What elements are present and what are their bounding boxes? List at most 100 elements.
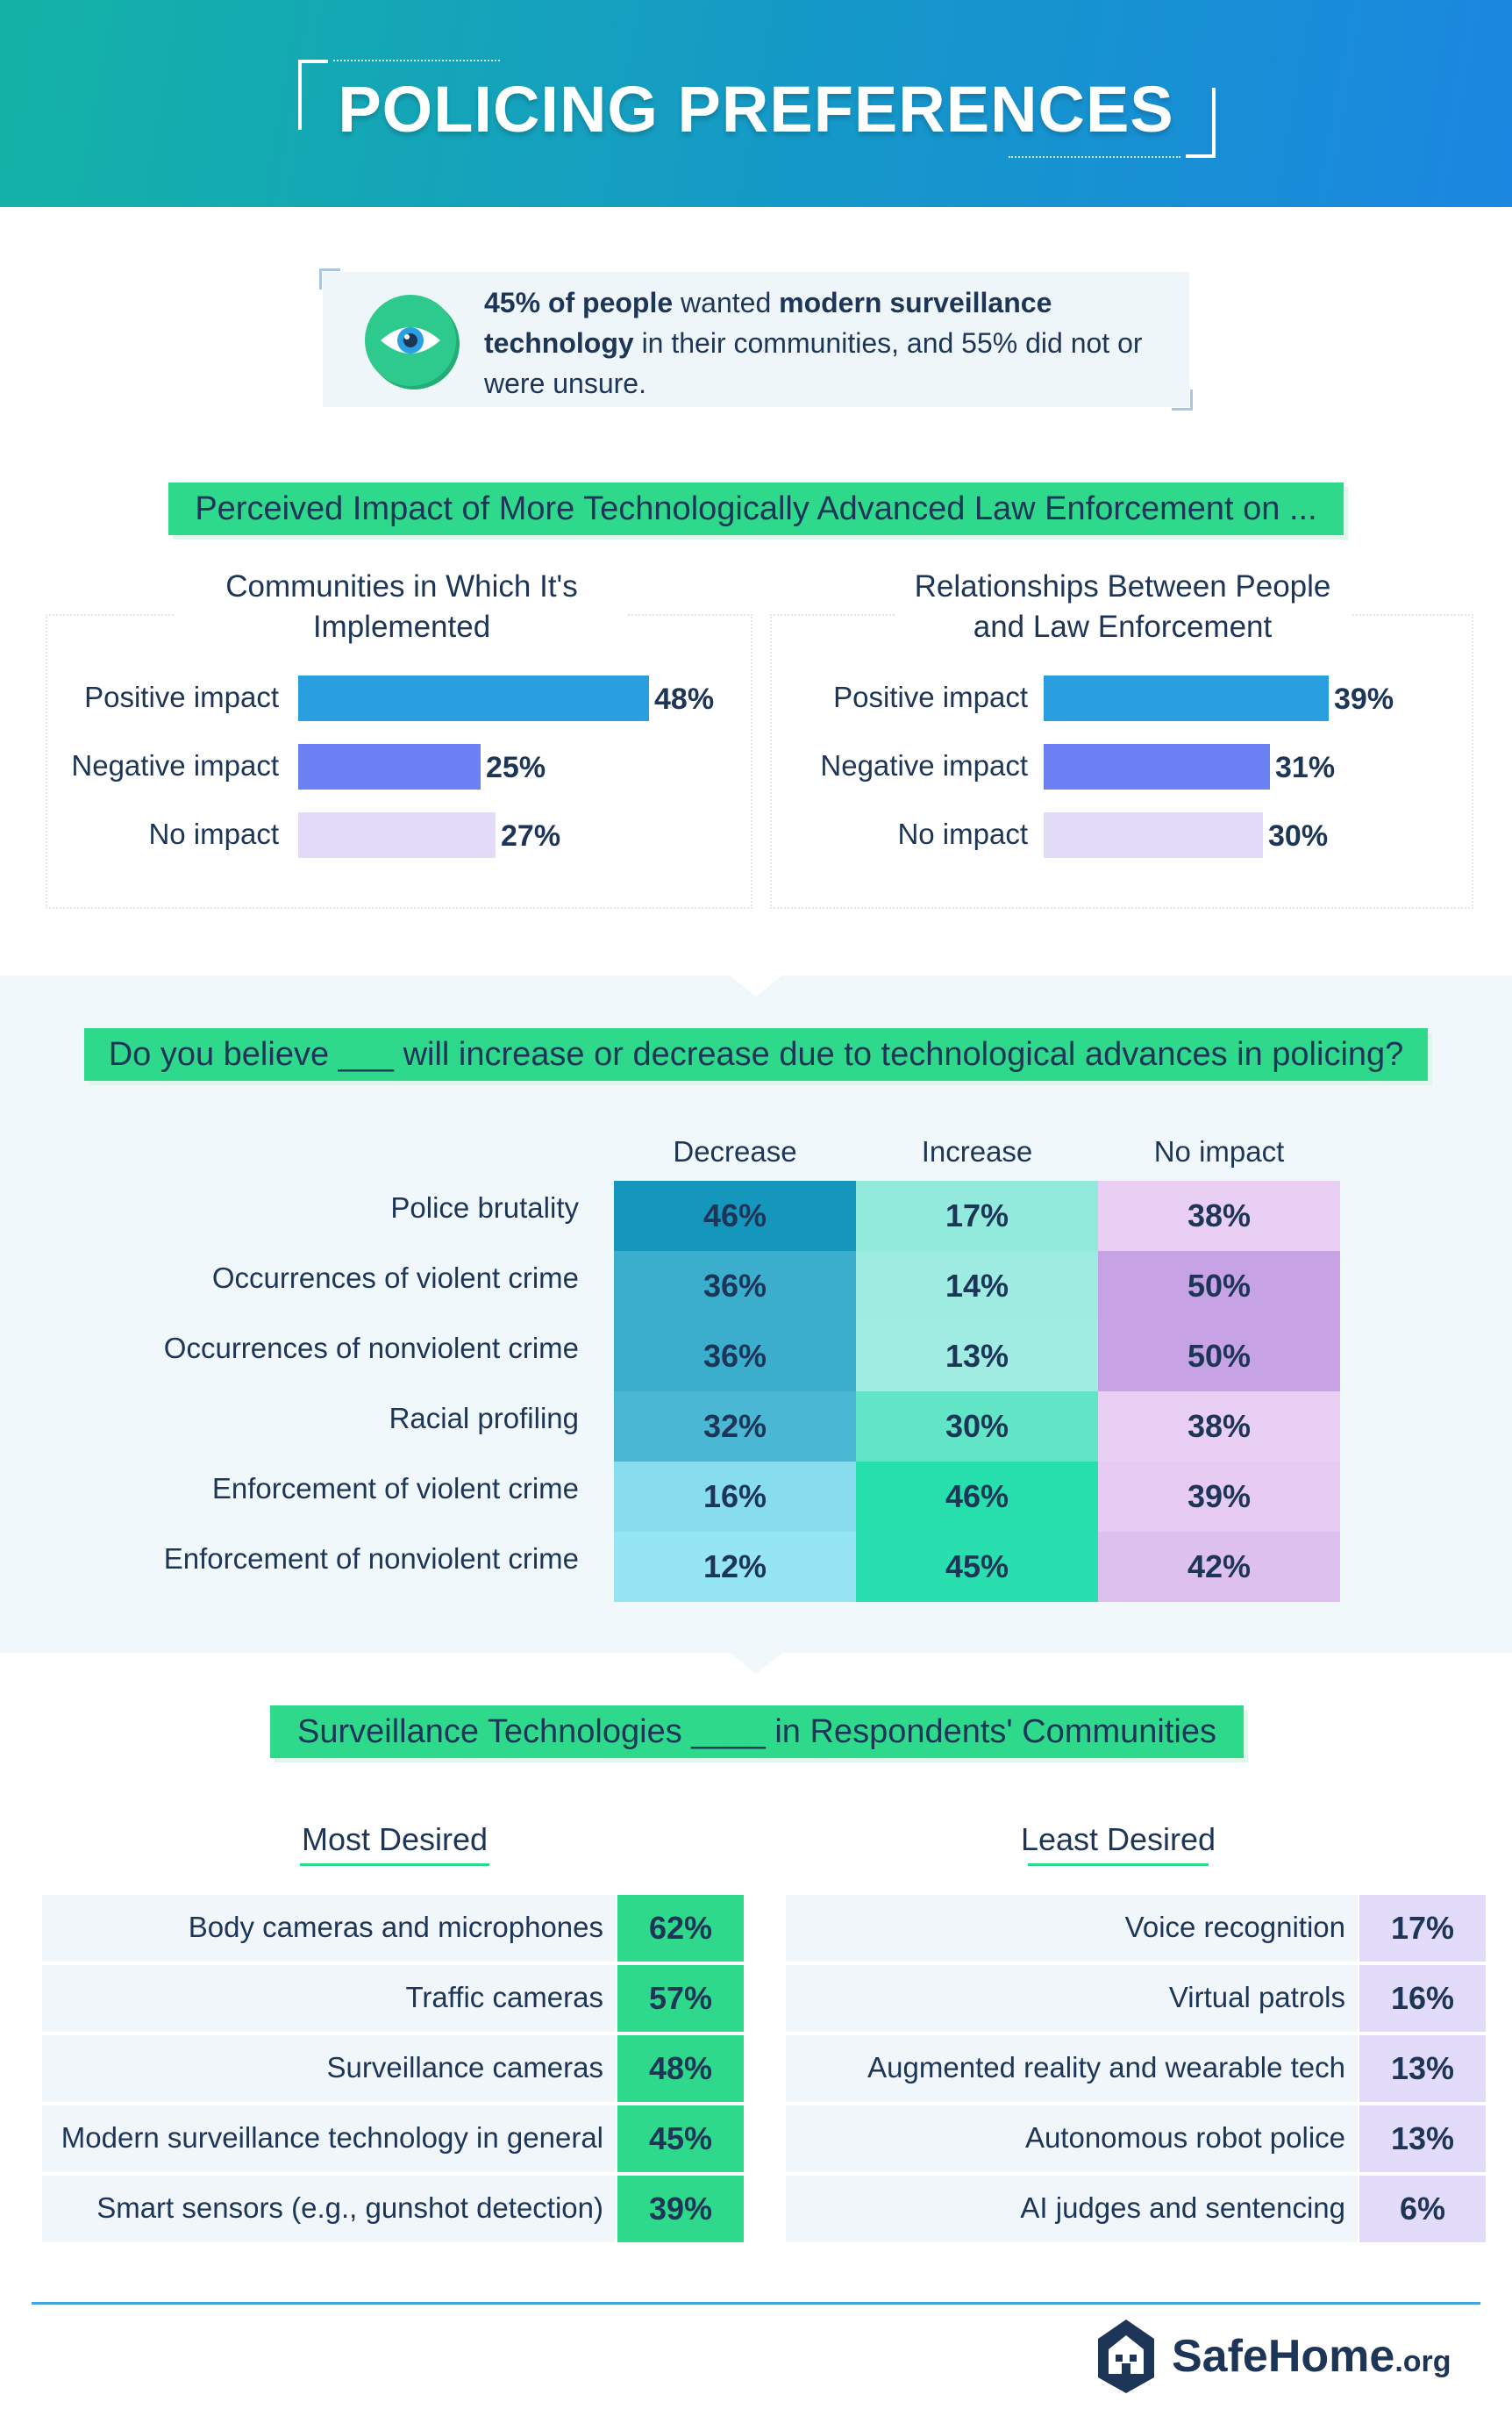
eye-icon xyxy=(381,327,440,354)
heatmap-cell: 38% xyxy=(1098,1181,1340,1251)
callout-corner xyxy=(319,268,340,289)
list-item-label: Smart sensors (e.g., gunshot detection) xyxy=(96,2191,603,2224)
heatmap-cell: 17% xyxy=(856,1181,1098,1251)
safehome-logo-icon xyxy=(1098,2320,1154,2393)
title-dotted-line xyxy=(333,60,500,61)
list-row xyxy=(786,1895,1358,1962)
bar-category-label: Negative impact xyxy=(820,749,1028,782)
bar-category-label: Positive impact xyxy=(833,681,1028,713)
heatmap-cell: 14% xyxy=(856,1251,1098,1321)
list-item-label: Body cameras and microphones xyxy=(188,1911,603,1943)
list-item-value: 39% xyxy=(617,2176,744,2242)
list-row xyxy=(42,2035,616,2102)
list-heading: Most Desired xyxy=(301,1821,489,1857)
heatmap-row-label: Occurrences of nonviolent crime xyxy=(163,1332,579,1364)
heatmap-cell: 45% xyxy=(856,1532,1098,1602)
list-row xyxy=(786,1965,1358,2032)
section-notch xyxy=(730,976,782,997)
heatmap-cell: 46% xyxy=(614,1181,856,1251)
heatmap-cell: 42% xyxy=(1098,1532,1340,1602)
list-item-value: 48% xyxy=(617,2035,744,2102)
list-item-label: Virtual patrols xyxy=(1168,1981,1345,2013)
panel-title: Communities in Which It's Implemented xyxy=(175,567,628,647)
list-item-label: Augmented reality and wearable tech xyxy=(867,2051,1345,2084)
list-item-label: Voice recognition xyxy=(1124,1911,1345,1943)
header-banner xyxy=(0,0,1512,207)
heatmap-cell: 16% xyxy=(614,1462,856,1532)
callout-span: wanted xyxy=(673,287,780,318)
heatmap-cell: 50% xyxy=(1098,1321,1340,1391)
bar-value-label: 30% xyxy=(1268,819,1329,853)
title-dotted-line xyxy=(1009,156,1180,158)
section-notch xyxy=(730,1653,782,1674)
callout-box xyxy=(323,272,1189,407)
list-item-label: Traffic cameras xyxy=(405,1981,603,2013)
footer-divider xyxy=(32,2302,1480,2305)
list-item-value: 45% xyxy=(617,2105,744,2172)
page-title: POLICING PREFERENCES xyxy=(338,73,1174,146)
heatmap-cell: 39% xyxy=(1098,1462,1340,1532)
heatmap-cell: 38% xyxy=(1098,1391,1340,1462)
callout-span: in their communities, and 55% did not or… xyxy=(484,327,1143,399)
heatmap-cell: 32% xyxy=(614,1391,856,1462)
heatmap-cell: 12% xyxy=(614,1532,856,1602)
title-frame-corner xyxy=(298,60,328,130)
list-item-label: AI judges and sentencing xyxy=(1020,2191,1345,2224)
bar-category-label: No impact xyxy=(148,818,279,850)
list-item-label: Modern surveillance technology in genera… xyxy=(61,2121,603,2154)
safehome-logo-text: SafeHome.org xyxy=(1172,2330,1451,2383)
bar-value-label: 27% xyxy=(501,819,561,853)
heatmap-cell: 36% xyxy=(614,1321,856,1391)
heatmap-cell: 46% xyxy=(856,1462,1098,1532)
heatmap-cell: 50% xyxy=(1098,1251,1340,1321)
heatmap-row-label: Enforcement of nonviolent crime xyxy=(163,1542,579,1575)
list-row xyxy=(786,2035,1358,2102)
logo-suffix: .org xyxy=(1394,2345,1451,2378)
list-item-value: 62% xyxy=(617,1895,744,1962)
callout-bold: 45% of people xyxy=(484,287,674,318)
list-item-label: Surveillance cameras xyxy=(326,2051,603,2084)
heatmap-row-label: Occurrences of violent crime xyxy=(211,1262,579,1294)
logo-main: SafeHome xyxy=(1172,2331,1395,2382)
heatmap-cell: 13% xyxy=(856,1321,1098,1391)
bar-negative-impact xyxy=(1044,744,1270,790)
bar-no-impact xyxy=(1044,812,1263,858)
list-row xyxy=(786,2176,1358,2242)
heatmap-column-header: No impact xyxy=(1153,1135,1285,1168)
bar-value-label: 48% xyxy=(654,683,715,716)
bar-negative-impact xyxy=(298,744,481,790)
heatmap-row-label: Enforcement of violent crime xyxy=(211,1472,579,1505)
heatmap-row-label: Police brutality xyxy=(390,1191,579,1224)
bar-positive-impact xyxy=(298,675,649,721)
list-row xyxy=(42,2176,616,2242)
bar-no-impact xyxy=(298,812,496,858)
title-frame-corner xyxy=(1186,88,1216,158)
callout-bold: modern surveillance technology xyxy=(484,287,1052,359)
list-heading: Least Desired xyxy=(1020,1821,1216,1857)
panel-title: Relationships Between People and Law Enf… xyxy=(895,567,1351,647)
list-item-value: 17% xyxy=(1359,1895,1486,1962)
bar-value-label: 31% xyxy=(1275,751,1336,784)
section-banner-surveillance: Surveillance Technologies ____ in Respon… xyxy=(270,1705,1244,1758)
bar-category-label: Positive impact xyxy=(84,681,279,713)
list-item-value: 13% xyxy=(1359,2105,1486,2172)
bar-value-label: 39% xyxy=(1334,683,1394,716)
section-banner-impact: Perceived Impact of More Technologically… xyxy=(168,482,1344,535)
section-banner-heatmap: Do you believe ___ will increase or decr… xyxy=(84,1028,1428,1081)
list-row xyxy=(42,2105,616,2172)
bar-positive-impact xyxy=(1044,675,1329,721)
list-heading-underline xyxy=(1028,1863,1209,1866)
bar-value-label: 25% xyxy=(486,751,546,784)
list-row xyxy=(42,1965,616,2032)
list-item-value: 13% xyxy=(1359,2035,1486,2102)
list-row xyxy=(786,2105,1358,2172)
callout-corner xyxy=(1172,390,1193,411)
list-heading-underline xyxy=(300,1863,489,1866)
list-item-value: 6% xyxy=(1359,2176,1486,2242)
heatmap-cell: 36% xyxy=(614,1251,856,1321)
list-item-value: 57% xyxy=(617,1965,744,2032)
heatmap-column-header: Decrease xyxy=(673,1135,797,1168)
callout-text: 45% of people wanted modern surveillance… xyxy=(484,282,1168,404)
heatmap-cell: 30% xyxy=(856,1391,1098,1462)
list-item-label: Autonomous robot police xyxy=(1024,2121,1345,2154)
